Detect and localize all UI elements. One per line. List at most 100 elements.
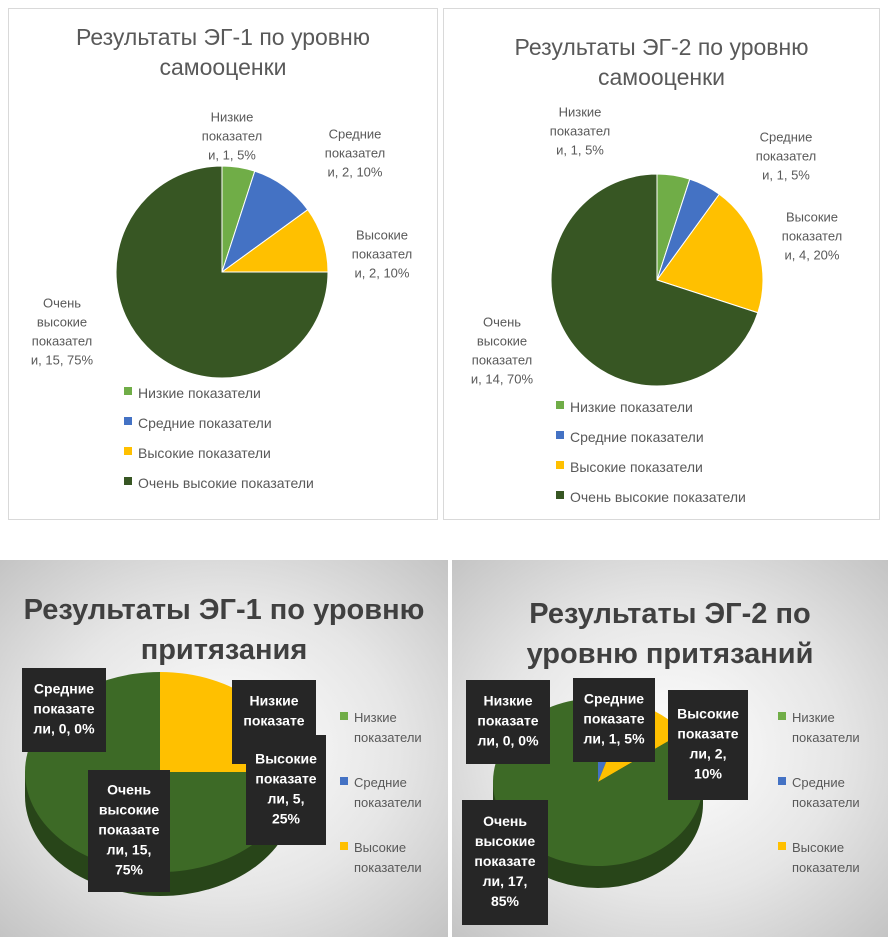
data-label: Высокие (356, 227, 408, 242)
data-label: высокие (475, 833, 536, 849)
data-label: показател (202, 128, 262, 143)
legend-swatch (556, 401, 564, 409)
data-label: Средние (329, 126, 382, 141)
legend-item: Низкие показатели (340, 708, 430, 748)
data-label-box (88, 770, 170, 892)
legend-label: Очень высокие показатели (138, 475, 314, 491)
legend-swatch (124, 447, 132, 455)
data-label: высокие (477, 333, 527, 348)
data-label: показател (550, 123, 610, 138)
legend-swatch (340, 842, 348, 850)
data-label: показател (756, 148, 816, 163)
legend-item: Низкие показатели (556, 397, 693, 417)
chart-title: Результаты ЭГ-1 по уровню притязания (23, 594, 425, 666)
data-label: показате (33, 701, 94, 717)
data-label-box (573, 678, 655, 762)
data-label: Средние (760, 129, 813, 144)
legend-item: Высокие показатели (556, 457, 703, 477)
data-label: показате (583, 711, 644, 727)
data-label: Очень (107, 782, 151, 798)
legend-label: Высокие показатели (570, 459, 703, 475)
data-label: и, 2, 10% (355, 265, 410, 280)
data-label: и, 1, 5% (208, 147, 256, 162)
data-label: ли, 17, (483, 873, 528, 889)
data-label-box (466, 680, 550, 764)
data-label: показате (98, 822, 159, 838)
legend-label: Средние показатели (792, 775, 860, 810)
legend-item: Низкие показатели (778, 708, 868, 748)
data-label: ли, 15, (107, 842, 152, 858)
data-label: и, 1, 5% (762, 167, 810, 182)
pie-slice (656, 193, 764, 314)
legend-swatch (778, 842, 786, 850)
data-label-box (22, 668, 106, 752)
legend-item: Высокие показатели (340, 838, 430, 878)
legend-item: Средние показатели (778, 773, 868, 813)
legend-label: Высокие показатели (792, 840, 860, 875)
legend-label: Низкие показатели (570, 399, 693, 415)
data-label: ли, 5, (268, 791, 305, 807)
data-label: ли, 2, (690, 746, 727, 762)
legend-label: Высокие показатели (138, 445, 271, 461)
data-label: показате (243, 713, 304, 729)
data-label: высокие (99, 802, 160, 818)
pie-slice (115, 165, 329, 379)
data-label: ли, 1, 5% (583, 731, 645, 747)
legend-swatch (778, 712, 786, 720)
data-label: 75% (115, 862, 144, 878)
data-label: Низкие (483, 693, 532, 709)
legend-swatch (124, 417, 132, 425)
legend-label: Высокие показатели (354, 840, 422, 875)
legend-label: Низкие показатели (354, 710, 422, 745)
data-label-box (246, 735, 326, 845)
data-label: Высокие (255, 751, 317, 767)
legend-item: Высокие показатели (778, 838, 868, 878)
data-label: показате (677, 726, 738, 742)
legend-swatch (778, 777, 786, 785)
data-label: Средние (34, 681, 94, 697)
pie-slice (550, 173, 759, 387)
legend-item: Высокие показатели (124, 443, 271, 463)
data-label: Низкие (211, 109, 254, 124)
legend-label: Низкие показатели (792, 710, 860, 745)
legend-item: Средние показатели (124, 413, 272, 433)
legend-item: Средние показатели (556, 427, 704, 447)
data-label: Очень (483, 813, 527, 829)
chart-title: Результаты ЭГ-2 по уровню притязаний (526, 598, 814, 670)
data-label: высокие (37, 314, 87, 329)
data-label: показател (325, 145, 385, 160)
legend-item: Очень высокие показатели (124, 473, 314, 493)
legend-item: Низкие показатели (124, 383, 261, 403)
data-label: Высокие (677, 706, 739, 722)
data-label: и, 2, 10% (328, 164, 383, 179)
data-label: показате (477, 713, 538, 729)
data-label: и, 15, 75% (31, 352, 94, 367)
legend-swatch (556, 491, 564, 499)
data-label: 10% (694, 766, 723, 782)
chart-title: Результаты ЭГ-2 по уровню самооценки (514, 34, 809, 90)
data-label: Средние (584, 691, 644, 707)
legend-item: Средние показатели (340, 773, 430, 813)
data-label: ли, 0, 0% (477, 733, 539, 749)
data-label-box (462, 800, 548, 925)
legend-swatch (556, 461, 564, 469)
legend-item: Очень высокие показатели (556, 487, 746, 507)
legend-label: Средние показатели (570, 429, 704, 445)
data-label: 25% (272, 811, 301, 827)
data-label-box (668, 690, 748, 800)
data-label: показател (472, 352, 532, 367)
data-label: Низкие (559, 104, 602, 119)
legend-label: Очень высокие показатели (570, 489, 746, 505)
legend-swatch (340, 712, 348, 720)
legend-label: Средние показатели (138, 415, 272, 431)
data-label: показате (474, 853, 535, 869)
data-label: Высокие (786, 209, 838, 224)
data-label: показате (255, 771, 316, 787)
data-label: показател (32, 333, 92, 348)
legend-swatch (556, 431, 564, 439)
data-label: ли, 0, 0% (33, 721, 95, 737)
legend-swatch (124, 387, 132, 395)
data-label: Очень (43, 295, 81, 310)
